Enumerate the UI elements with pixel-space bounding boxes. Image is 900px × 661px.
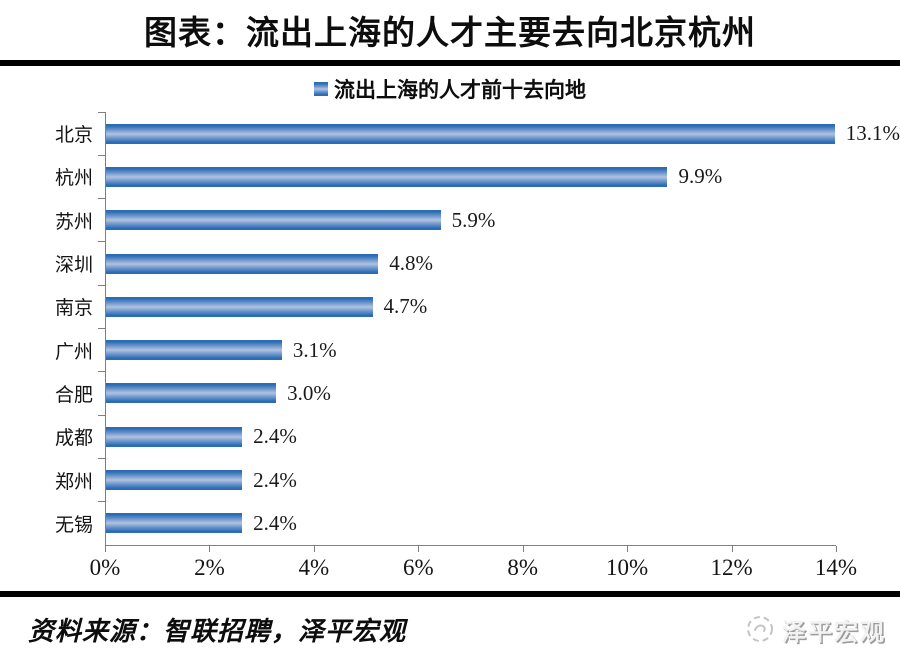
value-label: 3.0%: [287, 380, 331, 405]
bar: [106, 513, 243, 534]
x-axis-tick: [731, 546, 733, 552]
title-divider: [0, 60, 900, 66]
bar: [106, 383, 277, 404]
x-axis-tick-label: 0%: [89, 555, 121, 580]
bar: [106, 253, 379, 274]
category-label: 苏州: [54, 211, 93, 233]
bar-chart: 北京 13.1% 杭州 9.9% 苏州 5.9% 深圳 4.8% 南京 4.7% 广州 3.1% 合肥 3…: [0, 111, 900, 591]
bar-track: 3.0%: [98, 371, 900, 416]
x-axis-tick: [209, 546, 211, 552]
value-label: 2.4%: [253, 467, 297, 492]
value-label: 4.8%: [389, 251, 433, 276]
x-axis-tick-label: 14%: [814, 555, 858, 580]
bar-track: 2.4%: [98, 501, 900, 545]
category-label: 北京: [54, 125, 93, 147]
bar-track: 4.8%: [98, 241, 900, 286]
x-axis-tick-label: 4%: [298, 555, 330, 580]
category-label: 郑州: [54, 471, 93, 493]
bar: [106, 123, 835, 144]
category-label: 杭州: [54, 168, 93, 190]
x-axis-tick-label: 2%: [194, 555, 225, 580]
category-label: 无锡: [54, 514, 93, 536]
bar: [106, 470, 243, 491]
footer-divider: [0, 591, 900, 597]
brand-circle-icon: [746, 615, 774, 643]
source-text: 资料来源：智联招聘，泽平宏观: [28, 616, 407, 646]
bar-row: 苏州 5.9%: [0, 198, 900, 242]
x-axis-tick: [522, 546, 524, 552]
bar-track: 9.9%: [98, 154, 900, 199]
bar-track: 13.1%: [98, 111, 900, 156]
bar-track: 4.7%: [98, 284, 900, 329]
x-axis-tick-label: 10%: [606, 555, 649, 580]
bar: [106, 296, 373, 317]
x-axis-tick-label: 12%: [710, 555, 753, 580]
value-label: 5.9%: [451, 207, 496, 232]
x-axis-tick-label: 8%: [507, 555, 539, 580]
category-label: 深圳: [54, 255, 93, 277]
brand-text: 泽平宏观: [782, 619, 886, 646]
legend-swatch-icon: [314, 82, 328, 96]
value-label: 9.9%: [678, 164, 723, 189]
bar-row: 北京 13.1%: [0, 111, 900, 156]
x-axis-tick: [105, 546, 106, 552]
bar-row: 合肥 3.0%: [0, 371, 900, 416]
bar-track: 3.1%: [98, 327, 900, 372]
bar-row: 广州 3.1%: [0, 327, 900, 372]
value-label: 3.1%: [292, 337, 337, 362]
bar-row: 杭州 9.9%: [0, 154, 900, 199]
bar: [106, 426, 243, 447]
bar-track: 2.4%: [98, 414, 900, 459]
page-title: 图表：流出上海的人才主要去向北京杭州: [144, 16, 756, 52]
x-axis: 0% 2% 4% 6% 8% 10% 12% 14%: [90, 545, 857, 591]
bar: [106, 166, 668, 187]
legend-label: 流出上海的人才前十去向地: [334, 78, 586, 102]
x-axis-tick: [627, 546, 629, 552]
bar-row: 无锡 2.4%: [0, 501, 900, 545]
bar-row: 深圳 4.8%: [0, 241, 900, 286]
category-label: 合肥: [54, 384, 93, 406]
category-label: 成都: [54, 428, 93, 450]
value-label: 2.4%: [253, 510, 297, 535]
category-label: 广州: [54, 341, 93, 363]
bar-row: 成都 2.4%: [0, 414, 900, 459]
x-axis-tick: [313, 546, 315, 552]
bar-track: 2.4%: [98, 457, 900, 502]
value-label: 13.1%: [845, 121, 900, 146]
bar-track: 5.9%: [98, 198, 900, 242]
x-axis-tick: [836, 546, 837, 552]
bar: [106, 340, 282, 361]
category-label: 南京: [54, 298, 93, 320]
brand-logo: 泽平宏观: [746, 612, 886, 647]
footer: 资料来源：智联招聘，泽平宏观 泽平宏观: [0, 597, 900, 661]
bar-row: 南京 4.7%: [0, 284, 900, 329]
value-label: 2.4%: [253, 424, 297, 449]
x-axis-tick-label: 6%: [402, 555, 434, 580]
legend: 流出上海的人才前十去向地: [0, 66, 900, 112]
plot-area: 北京 13.1% 杭州 9.9% 苏州 5.9% 深圳 4.8% 南京 4.7% 广州 3.1% 合肥 3…: [0, 111, 900, 545]
bar-row: 郑州 2.4%: [0, 457, 900, 502]
x-axis-tick: [418, 546, 420, 552]
value-label: 4.7%: [383, 294, 428, 319]
bar: [106, 210, 441, 231]
